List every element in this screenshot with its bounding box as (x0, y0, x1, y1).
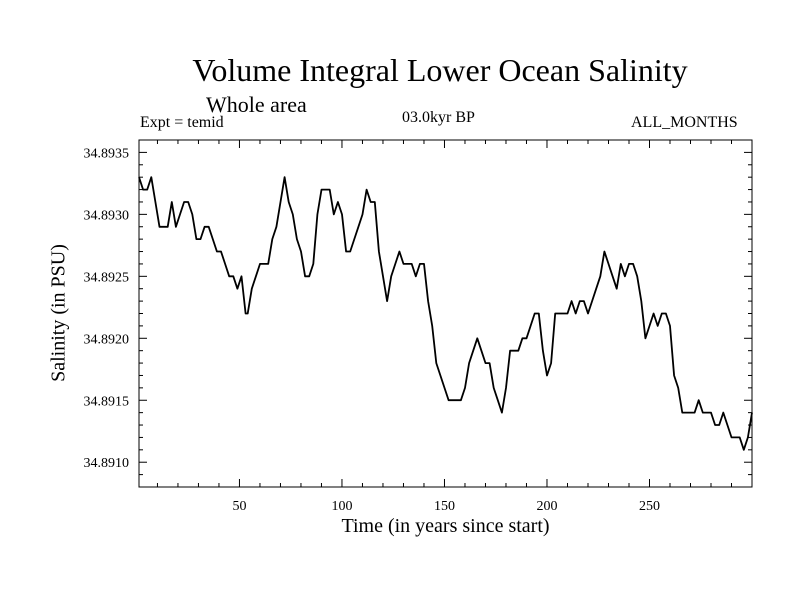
chart-title: Volume Integral Lower Ocean Salinity (192, 52, 688, 88)
axis-ticks (139, 139, 752, 488)
y-tick-label: 34.8930 (84, 208, 130, 223)
x-axis-label: Time (in years since start) (341, 515, 550, 537)
salinity-series-line (138, 176, 753, 451)
y-tick-label: 34.8920 (84, 332, 130, 347)
y-tick-label: 34.8925 (84, 270, 130, 285)
period-label: 03.0kyr BP (402, 109, 475, 126)
experiment-label: Expt = temid (140, 114, 224, 131)
x-tick-label: 50 (232, 499, 246, 514)
plot-frame (138, 139, 753, 488)
x-tick-label: 100 (331, 499, 352, 514)
x-tick-label: 250 (639, 499, 660, 514)
y-axis-label: Salinity (in PSU) (47, 244, 70, 382)
x-tick-label: 150 (434, 499, 455, 514)
y-tick-label: 34.8915 (84, 394, 130, 409)
x-tick-label: 200 (536, 499, 557, 514)
y-tick-label: 34.8935 (84, 146, 130, 161)
chart-subtitle: Whole area (206, 92, 307, 117)
tick-labels: 50 100 150 200 250 34.8910 34.8915 34.8920 34.89… (84, 146, 660, 514)
y-tick-label: 34.8910 (84, 456, 130, 471)
months-label: ALL_MONTHS (631, 114, 738, 131)
